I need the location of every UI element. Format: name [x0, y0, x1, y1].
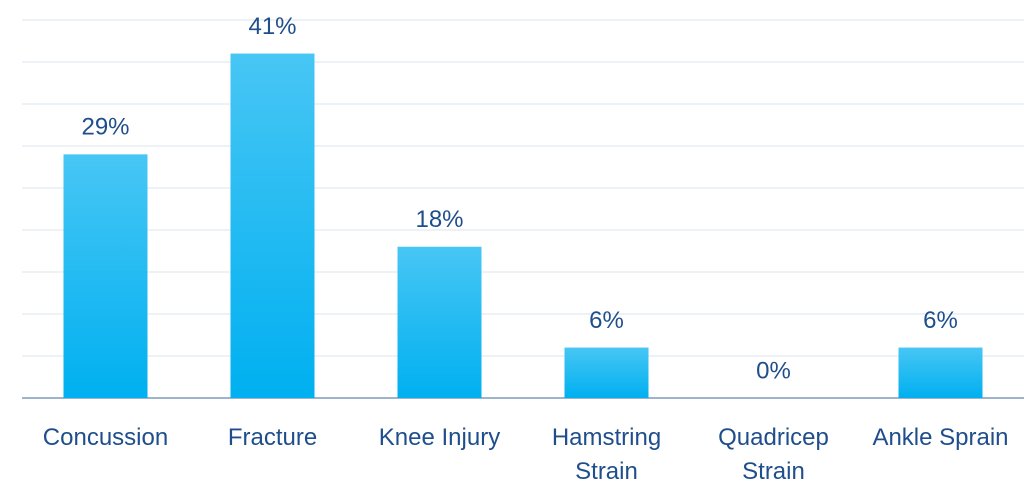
x-tick-label: Concussion	[42, 424, 169, 451]
bar-shine	[898, 347, 983, 398]
data-label: 0%	[756, 357, 791, 384]
x-tick-label: Hamstring Strain	[551, 424, 662, 485]
data-label: 41%	[248, 13, 296, 40]
data-label: 6%	[923, 307, 958, 334]
data-label: 18%	[415, 206, 463, 233]
data-label: 6%	[589, 307, 624, 334]
bar-shine	[397, 246, 482, 398]
data-label: 29%	[81, 114, 129, 141]
bar-shine	[564, 347, 649, 398]
x-tick-label: Fracture	[227, 424, 318, 451]
x-tick-label: Quadricep Strain	[718, 424, 829, 485]
x-tick-label: Knee Injury	[378, 424, 501, 451]
bar-shine	[63, 154, 148, 398]
bar-shine	[230, 53, 315, 398]
x-tick-label: Ankle Sprain	[872, 424, 1009, 451]
